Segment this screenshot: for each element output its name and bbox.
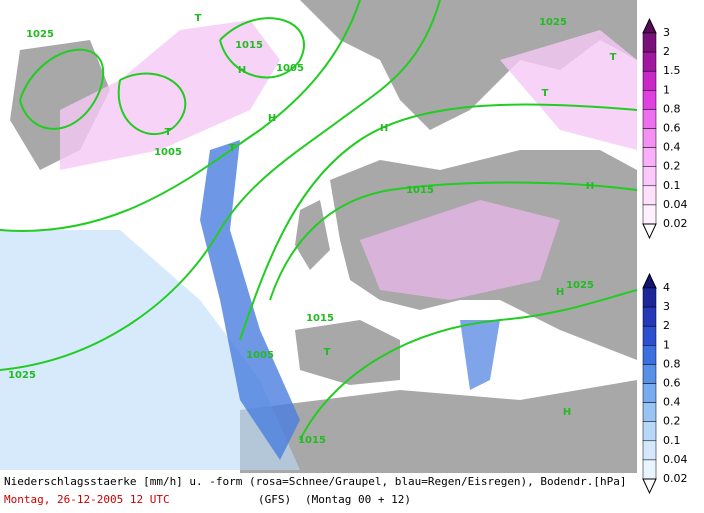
colorbar-swatch <box>642 306 657 327</box>
colorbar-label: 1.5 <box>663 64 681 77</box>
colorbar-rain: 4 3 2 1 0.8 0.6 0.4 0.2 0.1 0.04 0.02 <box>642 272 688 495</box>
colorbar-label: 2 <box>663 319 670 332</box>
rain-area <box>460 320 500 390</box>
colorbar-label: 4 <box>663 281 670 294</box>
rain-area <box>0 230 300 470</box>
colorbar-swatch <box>642 402 657 422</box>
colorbar-label: 0.04 <box>663 453 688 466</box>
colorbar-label: 0.04 <box>663 198 688 211</box>
map-label: 1015 <box>306 313 334 324</box>
colorbar-swatch <box>642 32 657 53</box>
colorbar-swatch <box>642 185 657 206</box>
colorbar-label: 0.2 <box>663 415 681 428</box>
colorbar-snow: 3 2 1.5 1 0.8 0.6 0.4 0.2 0.1 0.04 0.02 <box>642 17 688 240</box>
map-label: H <box>563 407 571 418</box>
colorbar-swatch <box>642 383 657 403</box>
map-label: T <box>610 52 617 63</box>
snow-area <box>60 20 280 170</box>
footer-model: (GFS) <box>258 493 291 506</box>
colorbar-swatch <box>642 128 657 148</box>
map-label: 1015 <box>406 185 434 196</box>
map-label: H <box>556 287 564 298</box>
colorbar-label: 0.02 <box>663 217 688 230</box>
british-isles <box>295 200 330 270</box>
colorbar-label: 2 <box>663 45 670 58</box>
colorbar-swatch <box>642 421 657 442</box>
snow-area <box>360 200 560 300</box>
footer-description: Niederschlagsstaerke [mm/h] u. -form (ro… <box>4 475 627 488</box>
colorbar-label: 0.6 <box>663 122 681 135</box>
rain-band <box>200 140 300 460</box>
colorbar-label: 0.1 <box>663 434 681 447</box>
map-label: T <box>229 143 236 154</box>
colorbar-label: 0.2 <box>663 160 681 173</box>
colorbar-swatch <box>642 204 657 225</box>
iberia <box>295 320 400 385</box>
colorbar-label: 0.1 <box>663 179 681 192</box>
colorbar-swatch <box>642 109 657 129</box>
map-label: T <box>324 347 331 358</box>
land-north <box>0 0 637 130</box>
colorbar-arrow <box>642 478 657 495</box>
isobars <box>0 0 638 441</box>
colorbar-swatch <box>642 440 657 461</box>
colorbar-swatch <box>642 325 657 346</box>
colorbar-label: 0.02 <box>663 472 688 485</box>
colorbar-label: 3 <box>663 26 670 39</box>
footer-background <box>0 473 637 513</box>
africa <box>240 380 637 473</box>
colorbar-swatch <box>642 51 657 72</box>
colorbar-label: 0.8 <box>663 357 681 370</box>
colorbar-label: 0.4 <box>663 396 681 409</box>
map-label: T <box>542 88 549 99</box>
colorbar-label: 3 <box>663 300 670 313</box>
colorbar-swatch <box>642 345 657 365</box>
map-label: H <box>268 113 276 124</box>
map-label: 1025 <box>8 370 36 381</box>
colorbar-label: 0.4 <box>663 141 681 154</box>
colorbar-swatch <box>642 166 657 187</box>
map-label: 1025 <box>26 29 54 40</box>
map-label: T <box>195 13 202 24</box>
map-label: H <box>586 181 594 192</box>
footer-run: (Montag 00 + 12) <box>305 493 411 506</box>
colorbar-swatch <box>642 287 657 308</box>
map-label: 1005 <box>276 63 304 74</box>
map-label: 1025 <box>566 280 594 291</box>
map-label: 1025 <box>539 17 567 28</box>
map-label: 1015 <box>298 435 326 446</box>
map-label: 1005 <box>154 147 182 158</box>
colorbar-swatch <box>642 459 657 480</box>
colorbar-swatch <box>642 90 657 110</box>
colorbar-arrow <box>642 223 657 240</box>
colorbar-label: 1 <box>663 338 670 351</box>
snow-area <box>500 30 637 150</box>
map-labels: H H H H H H T T T T T T 1025 1025 1015 1005 1005 1015 1025… <box>8 13 617 446</box>
colorbar-label: 1 <box>663 83 670 96</box>
map-label: H <box>380 123 388 134</box>
map-label: 1015 <box>235 40 263 51</box>
map-label: 1005 <box>246 350 274 361</box>
map-label: H <box>238 65 246 76</box>
colorbar-swatch <box>642 70 657 91</box>
map <box>0 0 638 473</box>
map-label: T <box>165 127 172 138</box>
colorbar-swatch <box>642 364 657 384</box>
footer-date: Montag, 26-12-2005 12 UTC <box>4 493 170 506</box>
colorbar-label: 0.6 <box>663 377 681 390</box>
colorbar-label: 0.8 <box>663 102 681 115</box>
colorbar-swatch <box>642 147 657 167</box>
